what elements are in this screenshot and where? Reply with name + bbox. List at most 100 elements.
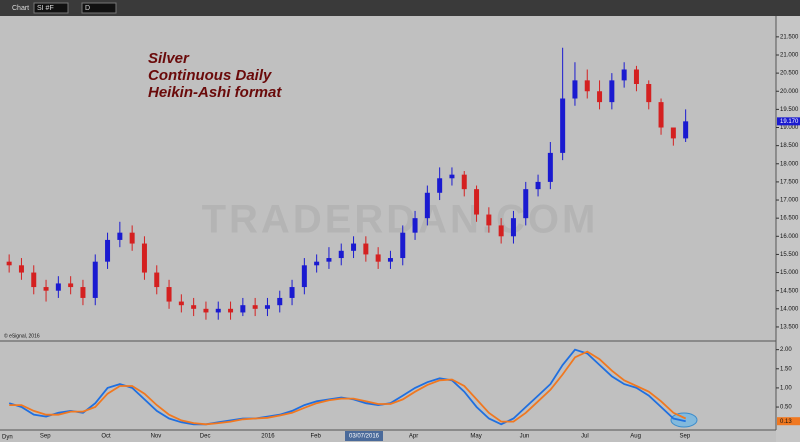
toolbar [0, 0, 800, 16]
x-tick-label: Sep [680, 434, 691, 440]
candle-body [178, 301, 184, 306]
candle-body [510, 218, 516, 237]
x-tick-label: Feb [311, 434, 322, 440]
y-tick-label: 1.00 [780, 385, 792, 391]
candle-body [301, 265, 307, 288]
candle-body [80, 287, 86, 298]
candle-body [461, 174, 467, 190]
x-tick-label: Jul [581, 434, 589, 440]
y-tick-label: 1.50 [780, 366, 792, 372]
y-tick-label: 20.000 [780, 89, 799, 95]
candle-body [597, 91, 603, 103]
price-axis [776, 16, 800, 442]
candle-body [326, 258, 332, 262]
candle-body [314, 261, 320, 266]
y-tick-label: 21.500 [780, 34, 799, 40]
y-tick-label: 20.500 [780, 71, 799, 77]
candle-body [609, 80, 615, 103]
y-tick-label: 17.500 [780, 179, 799, 185]
candle-body [55, 283, 61, 291]
candle-body [338, 250, 344, 259]
candle-body [621, 69, 627, 81]
candle-body [203, 308, 209, 313]
x-tick-label: Dec [200, 434, 211, 440]
candle-body [289, 287, 295, 298]
x-tick-label: Nov [151, 434, 162, 440]
y-tick-label: 2.00 [780, 347, 792, 353]
x-tick-label: Sep [40, 434, 51, 440]
candle-body [646, 83, 652, 103]
symbol[interactable]: SI #F [37, 5, 54, 12]
y-tick-label: 13.500 [780, 325, 799, 331]
candle-body [117, 232, 123, 240]
y-tick-label: 0.50 [780, 405, 792, 411]
last-price-box [777, 117, 800, 126]
candle-body [375, 254, 381, 262]
candle-body [31, 272, 37, 288]
x-tick-label: May [470, 434, 481, 440]
candle-body [572, 80, 578, 99]
indicator-line [9, 350, 687, 426]
candle-body [474, 189, 480, 215]
x-tick-label: Apr [409, 434, 418, 440]
candle-body [68, 283, 74, 288]
candle-body [424, 192, 430, 219]
last-price-label: 19.170 [780, 119, 799, 125]
candle-body [633, 69, 639, 84]
candle-body [92, 261, 98, 298]
candle-body [6, 261, 12, 266]
watermark: TRADERDAN.COM [202, 198, 599, 242]
candle-body [560, 98, 566, 153]
candle-body [191, 305, 197, 309]
y-tick-label: 15.500 [780, 252, 799, 258]
candle-body [154, 272, 160, 288]
candle-body [240, 305, 246, 313]
candle-body [351, 243, 357, 251]
y-tick-label: 18.000 [780, 161, 799, 167]
candle-body [498, 225, 504, 237]
candle-body [437, 178, 443, 193]
last-value-box [777, 417, 800, 426]
candle-body [670, 127, 676, 139]
y-tick-label: 16.500 [780, 216, 799, 222]
candle-body [215, 308, 221, 313]
y-tick-label: 16.000 [780, 234, 799, 240]
copyright: © eSignal, 2016 [4, 332, 40, 339]
y-tick-label: 19.500 [780, 107, 799, 113]
candle-body [683, 121, 689, 139]
candle-body [449, 174, 455, 179]
candle-body [277, 297, 283, 306]
x-tick-label: Jun [520, 434, 530, 440]
symbol-box[interactable] [33, 2, 69, 14]
candle-body [166, 287, 172, 302]
mode: Dyn [2, 435, 13, 441]
candle-body [363, 243, 369, 255]
title-line: Silver [148, 50, 190, 67]
cursor-date: 03/07/2016 [349, 434, 380, 440]
candle-body [486, 214, 492, 226]
candle-body [658, 102, 664, 128]
candle-body [228, 308, 234, 313]
interval[interactable]: D [85, 5, 90, 12]
candle-body [129, 232, 135, 244]
candle-body [141, 243, 147, 273]
candle-body [547, 152, 553, 182]
interval-box[interactable] [81, 2, 117, 14]
y-tick-label: 21.000 [780, 53, 799, 59]
candle-body [412, 218, 418, 233]
y-tick-label: 19.000 [780, 125, 799, 131]
candle-body [264, 305, 270, 309]
y-tick-label: 17.000 [780, 198, 799, 204]
candle-body [584, 80, 590, 92]
candle-body [105, 239, 111, 262]
candle-body [387, 258, 393, 262]
y-tick-label: 15.000 [780, 270, 799, 276]
title-line: Heikin-Ashi format [148, 84, 282, 101]
x-tick-label: 2016 [261, 434, 275, 440]
cursor-box [345, 431, 383, 441]
y-tick-label: 14.000 [780, 306, 799, 312]
candle-body [18, 265, 24, 273]
title-line: Continuous Daily [148, 67, 272, 84]
